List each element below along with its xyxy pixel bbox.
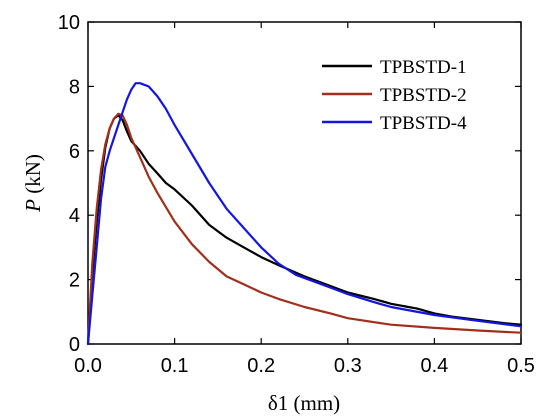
x-tick-label: 0.3: [334, 355, 362, 377]
series-lines: [86, 82, 523, 346]
y-axis-symbol: P: [21, 199, 45, 213]
x-tick-label: 0.5: [507, 355, 535, 377]
y-ticks: 0 2 4 6 8 10: [58, 12, 521, 356]
y-tick-label: 4: [69, 205, 80, 227]
x-tick-label: 0.0: [74, 355, 102, 377]
legend-label: TPBSTD-2: [380, 85, 467, 106]
x-tick-label: 0.2: [247, 355, 275, 377]
y-tick-label: 8: [69, 76, 80, 98]
x-tick-label: 0.4: [420, 355, 448, 377]
y-tick-label: 10: [58, 12, 80, 34]
series-line-1: [86, 114, 523, 346]
legend-label: TPBSTD-4: [380, 113, 467, 134]
y-tick-label: 2: [69, 270, 80, 292]
plot-frame: [87, 21, 522, 345]
series-line-2: [86, 112, 523, 346]
legend-label: TPBSTD-1: [380, 57, 467, 78]
y-axis-label: P (kN): [21, 154, 45, 213]
x-tick-label: 0.1: [161, 355, 189, 377]
y-tick-label: 6: [69, 141, 80, 163]
x-ticks: 0.0 0.1 0.2 0.3 0.4 0.5: [74, 22, 535, 377]
x-axis-label: δ1 (mm): [268, 391, 340, 415]
y-axis-unit: (kN): [21, 154, 45, 199]
legend: TPBSTD-1 TPBSTD-2 TPBSTD-4: [322, 57, 467, 134]
y-tick-label: 0: [69, 334, 80, 356]
series-line-3: [86, 82, 523, 346]
